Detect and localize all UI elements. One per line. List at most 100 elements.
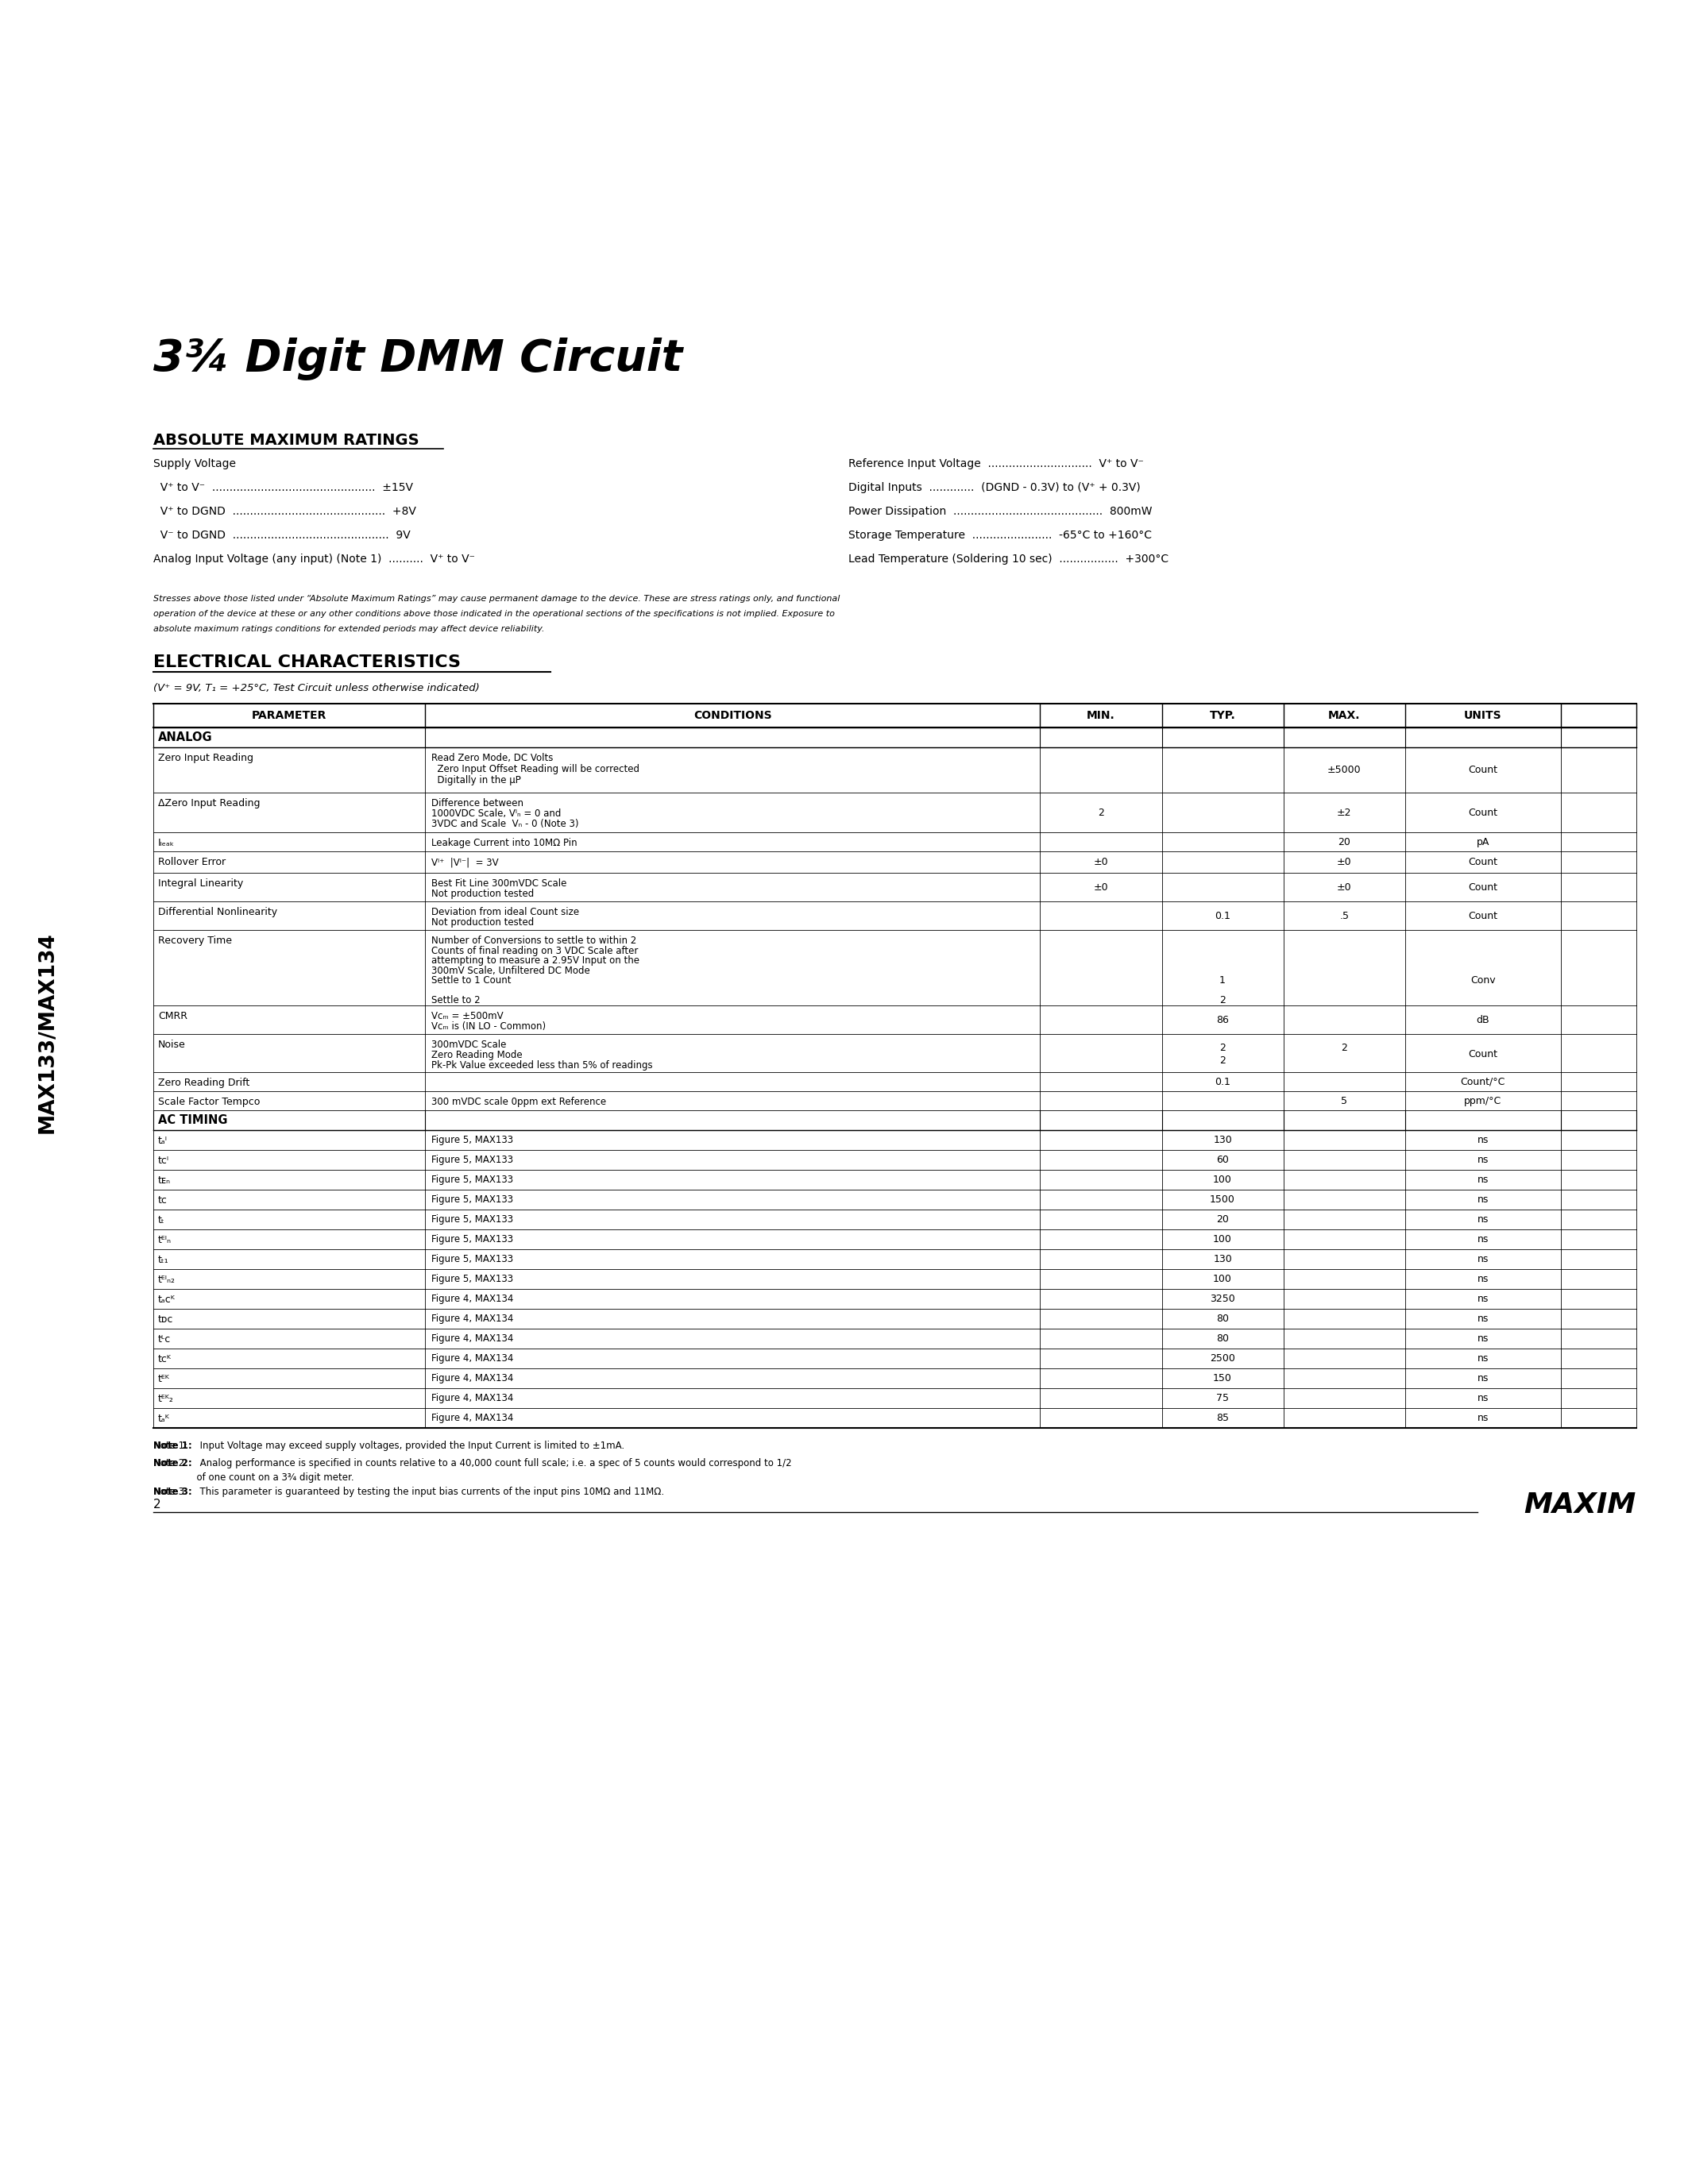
Text: operation of the device at these or any other conditions above those indicated i: operation of the device at these or any … [154,609,836,618]
Text: Storage Temperature  .......................  -65°C to +160°C: Storage Temperature ....................… [849,531,1151,542]
Text: Stresses above those listed under “Absolute Maximum Ratings” may cause permanent: Stresses above those listed under “Absol… [154,594,841,603]
Text: Count/°C: Count/°C [1460,1077,1506,1088]
Text: Settle to 2: Settle to 2 [430,996,479,1005]
Text: ns: ns [1477,1195,1489,1206]
Text: ns: ns [1477,1293,1489,1304]
Text: tᴱᴵₙ₂: tᴱᴵₙ₂ [159,1275,176,1284]
Text: Power Dissipation  ...........................................  800mW: Power Dissipation ......................… [849,507,1153,518]
Text: V⁻ to DGND  .............................................  9V: V⁻ to DGND .............................… [154,531,410,542]
Text: Figure 4, MAX134: Figure 4, MAX134 [430,1293,513,1304]
Text: tₜ₁: tₜ₁ [159,1256,169,1265]
Text: MAX.: MAX. [1328,710,1361,721]
Text: AC TIMING: AC TIMING [159,1114,228,1127]
Text: Figure 4, MAX134: Figure 4, MAX134 [430,1313,513,1324]
Text: ns: ns [1477,1354,1489,1363]
Text: .5: .5 [1340,911,1349,922]
Text: ±0: ±0 [1337,882,1352,893]
Text: Rollover Error: Rollover Error [159,856,226,867]
Text: 0.1: 0.1 [1215,911,1231,922]
Text: 2: 2 [1219,1055,1225,1066]
Text: Zero Reading Drift: Zero Reading Drift [159,1077,250,1088]
Text: Note 3:: Note 3: [154,1487,192,1496]
Text: Figure 5, MAX133: Figure 5, MAX133 [430,1234,513,1245]
Text: CONDITIONS: CONDITIONS [694,710,771,721]
Text: Vᴵ⁺  |Vᴵ⁻|  = 3V: Vᴵ⁺ |Vᴵ⁻| = 3V [430,856,498,867]
Text: MAXIM: MAXIM [1524,1492,1636,1518]
Text: tᴄᴵ: tᴄᴵ [159,1155,169,1166]
Text: Not production tested: Not production tested [430,889,533,900]
Text: Figure 5, MAX133: Figure 5, MAX133 [430,1136,513,1144]
Text: Figure 4, MAX134: Figure 4, MAX134 [430,1393,513,1404]
Text: Vᴄₘ = ±500mV: Vᴄₘ = ±500mV [430,1011,503,1022]
Text: Count: Count [1469,1048,1497,1059]
Text: tₐᴷ: tₐᴷ [159,1413,170,1424]
Text: 0.1: 0.1 [1215,1077,1231,1088]
Text: Supply Voltage: Supply Voltage [154,459,236,470]
Text: 86: 86 [1217,1016,1229,1024]
Text: tᴱᴷ: tᴱᴷ [159,1374,170,1385]
Text: ns: ns [1477,1313,1489,1324]
Text: 2: 2 [1219,994,1225,1005]
Text: Digitally in the μP: Digitally in the μP [430,775,520,786]
Text: Noise: Noise [159,1040,186,1051]
Text: Not production tested: Not production tested [430,917,533,928]
Text: 85: 85 [1217,1413,1229,1424]
Text: 1: 1 [1219,974,1225,985]
Text: Zero Reading Mode: Zero Reading Mode [430,1051,522,1059]
Text: 2: 2 [1340,1042,1347,1053]
Text: 100: 100 [1214,1175,1232,1186]
Text: ns: ns [1477,1374,1489,1382]
Text: Conv: Conv [1470,974,1496,985]
Text: Figure 5, MAX133: Figure 5, MAX133 [430,1175,513,1186]
Text: Count: Count [1469,856,1497,867]
Text: tᴱᴷ₂: tᴱᴷ₂ [159,1393,174,1404]
Text: (V⁺ = 9V, T₁ = +25°C, Test Circuit unless otherwise indicated): (V⁺ = 9V, T₁ = +25°C, Test Circuit unles… [154,684,479,692]
Text: Integral Linearity: Integral Linearity [159,878,243,889]
Text: 2: 2 [154,1498,160,1511]
Text: V⁺ to DGND  ............................................  +8V: V⁺ to DGND .............................… [154,507,417,518]
Text: Note 2:  Analog performance is specified in counts relative to a 40,000 count fu: Note 2: Analog performance is specified … [154,1459,792,1468]
Text: Zero Input Offset Reading will be corrected: Zero Input Offset Reading will be correc… [430,764,640,775]
Text: ns: ns [1477,1175,1489,1186]
Text: ns: ns [1477,1155,1489,1164]
Text: Figure 4, MAX134: Figure 4, MAX134 [430,1334,513,1343]
Text: Read Zero Mode, DC Volts: Read Zero Mode, DC Volts [430,753,554,762]
Text: tᴄᴷ: tᴄᴷ [159,1354,172,1365]
Text: ±5000: ±5000 [1327,764,1361,775]
Text: tₐᴄᴷ: tₐᴄᴷ [159,1295,176,1304]
Text: 2: 2 [1219,1042,1225,1053]
Text: ±0: ±0 [1094,856,1109,867]
Text: 20: 20 [1339,836,1350,847]
Text: 300mVDC Scale: 300mVDC Scale [430,1040,506,1051]
Text: ns: ns [1477,1254,1489,1265]
Text: Figure 4, MAX134: Figure 4, MAX134 [430,1413,513,1424]
Text: Lead Temperature (Soldering 10 sec)  .................  +300°C: Lead Temperature (Soldering 10 sec) ....… [849,553,1168,566]
Text: ±2: ±2 [1337,808,1352,817]
Text: ELECTRICAL CHARACTERISTICS: ELECTRICAL CHARACTERISTICS [154,655,461,670]
Text: 130: 130 [1214,1136,1232,1144]
Text: Digital Inputs  .............  (DGND - 0.3V) to (V⁺ + 0.3V): Digital Inputs ............. (DGND - 0.3… [849,483,1141,494]
Text: ±0: ±0 [1094,882,1109,893]
Text: tᴱᴵₙ: tᴱᴵₙ [159,1234,172,1245]
Text: 100: 100 [1214,1273,1232,1284]
Text: ANALOG: ANALOG [159,732,213,743]
Text: 3250: 3250 [1210,1293,1236,1304]
Text: Leakage Current into 10MΩ Pin: Leakage Current into 10MΩ Pin [430,839,577,847]
Text: Figure 5, MAX133: Figure 5, MAX133 [430,1214,513,1225]
Text: tᴅᴄ: tᴅᴄ [159,1315,174,1326]
Text: Analog Input Voltage (any input) (Note 1)  ..........  V⁺ to V⁻: Analog Input Voltage (any input) (Note 1… [154,553,474,566]
Text: ns: ns [1477,1136,1489,1144]
Text: 100: 100 [1214,1234,1232,1245]
Text: Count: Count [1469,911,1497,922]
Text: 80: 80 [1217,1334,1229,1343]
Text: Figure 5, MAX133: Figure 5, MAX133 [430,1195,513,1206]
Text: tₐᴵ: tₐᴵ [159,1136,167,1147]
Text: pA: pA [1477,836,1489,847]
Text: ns: ns [1477,1234,1489,1245]
Text: 300mV Scale, Unfiltered DC Mode: 300mV Scale, Unfiltered DC Mode [430,965,589,976]
Text: ΔZero Input Reading: ΔZero Input Reading [159,797,260,808]
Text: Note 1:: Note 1: [154,1441,192,1450]
Text: absolute maximum ratings conditions for extended periods may affect device relia: absolute maximum ratings conditions for … [154,625,545,633]
Text: Figure 4, MAX134: Figure 4, MAX134 [430,1354,513,1363]
Text: ns: ns [1477,1393,1489,1404]
